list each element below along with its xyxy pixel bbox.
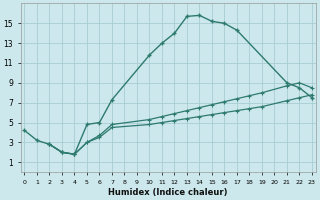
X-axis label: Humidex (Indice chaleur): Humidex (Indice chaleur) xyxy=(108,188,228,197)
